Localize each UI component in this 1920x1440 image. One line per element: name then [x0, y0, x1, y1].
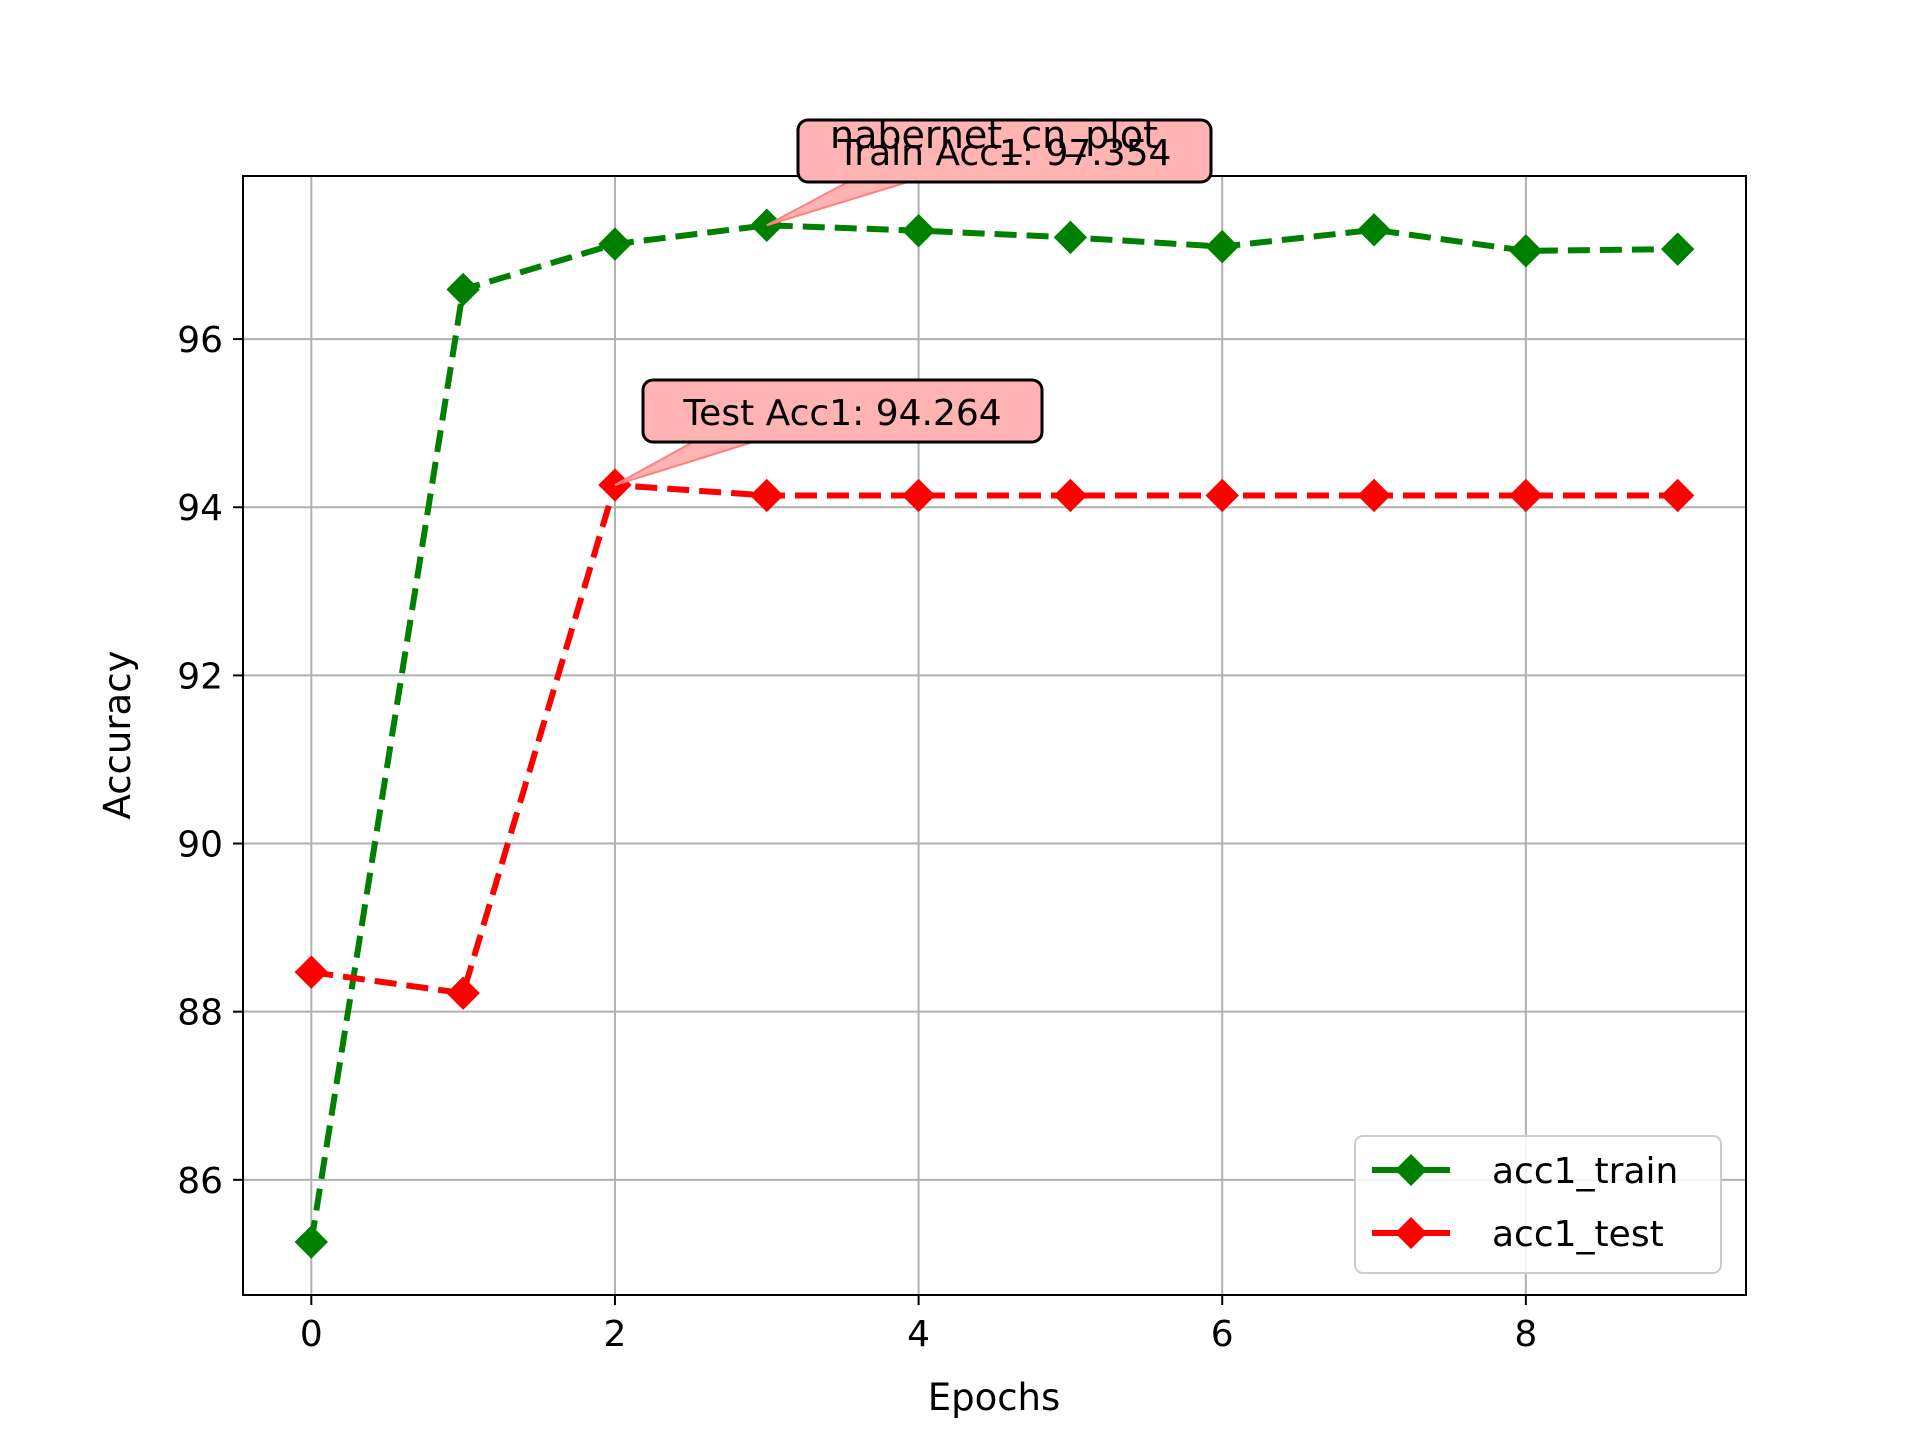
legend-marker — [1395, 1154, 1427, 1186]
data-point — [1660, 478, 1695, 513]
data-point — [901, 478, 936, 513]
y-axis-label: Accuracy — [96, 651, 139, 820]
series-line — [310, 482, 1678, 997]
chart-title: nabernet_cn_plot — [830, 113, 1158, 157]
legend-entry: acc1_test — [1372, 1214, 1664, 1255]
legend: acc1_train acc1_test — [1354, 1135, 1722, 1274]
data-point — [1660, 232, 1695, 266]
x-axis-label: Epochs — [928, 1376, 1061, 1419]
legend-label: acc1_test — [1492, 1214, 1664, 1255]
data-point — [750, 478, 784, 513]
y-tick-label: 88 — [177, 993, 223, 1034]
series-acc1_train — [294, 208, 1695, 1259]
x-tick-label: 2 — [604, 1314, 627, 1355]
annotation: Test Acc1: 94.264 — [614, 378, 1044, 487]
y-tick-label: 94 — [177, 488, 223, 529]
legend-label: acc1_train — [1492, 1151, 1678, 1192]
data-point — [1205, 478, 1239, 513]
annotation-box — [641, 378, 1044, 444]
data-point — [294, 955, 329, 989]
data-point — [446, 272, 480, 307]
data-point — [1509, 234, 1543, 268]
annotation-label: Train Acc1: 97.354 — [837, 133, 1172, 174]
series-acc1_test — [294, 468, 1695, 1010]
legend-marker — [1395, 1217, 1427, 1249]
data-point — [901, 213, 936, 248]
series-line — [308, 222, 1678, 1243]
x-tick-label: 6 — [1211, 1314, 1234, 1355]
axis-ticks: 0 2 4 6 8 86 88 90 92 94 96 — [177, 320, 1537, 1355]
data-point — [1509, 478, 1543, 513]
y-tick-label: 90 — [177, 825, 223, 866]
annotation-box — [796, 118, 1213, 184]
series-layer — [294, 208, 1695, 1259]
legend-entry: acc1_train — [1372, 1151, 1678, 1192]
annotations-layer: Train Acc1: 97.354 Test Acc1: 94.264 — [614, 118, 1213, 487]
data-point — [1357, 478, 1391, 513]
data-point — [1053, 478, 1088, 513]
x-tick-label: 0 — [300, 1314, 323, 1355]
x-tick-label: 4 — [907, 1314, 930, 1355]
y-tick-label: 96 — [177, 320, 223, 361]
data-point — [294, 1225, 329, 1259]
annotation: Train Acc1: 97.354 — [766, 118, 1213, 227]
annotation-label: Test Acc1: 94.264 — [682, 393, 1001, 434]
data-point — [1357, 213, 1391, 247]
annotation-wedge — [766, 181, 909, 227]
x-tick-label: 8 — [1514, 1314, 1537, 1355]
plot-frame — [242, 175, 1747, 1296]
annotation-wedge — [614, 441, 754, 487]
y-tick-label: 86 — [177, 1161, 223, 1202]
grid-lines — [243, 176, 1746, 1295]
data-point — [1205, 229, 1239, 264]
y-tick-label: 92 — [177, 656, 223, 697]
data-point — [1053, 220, 1088, 255]
data-point — [598, 227, 632, 261]
data-point — [446, 976, 480, 1010]
